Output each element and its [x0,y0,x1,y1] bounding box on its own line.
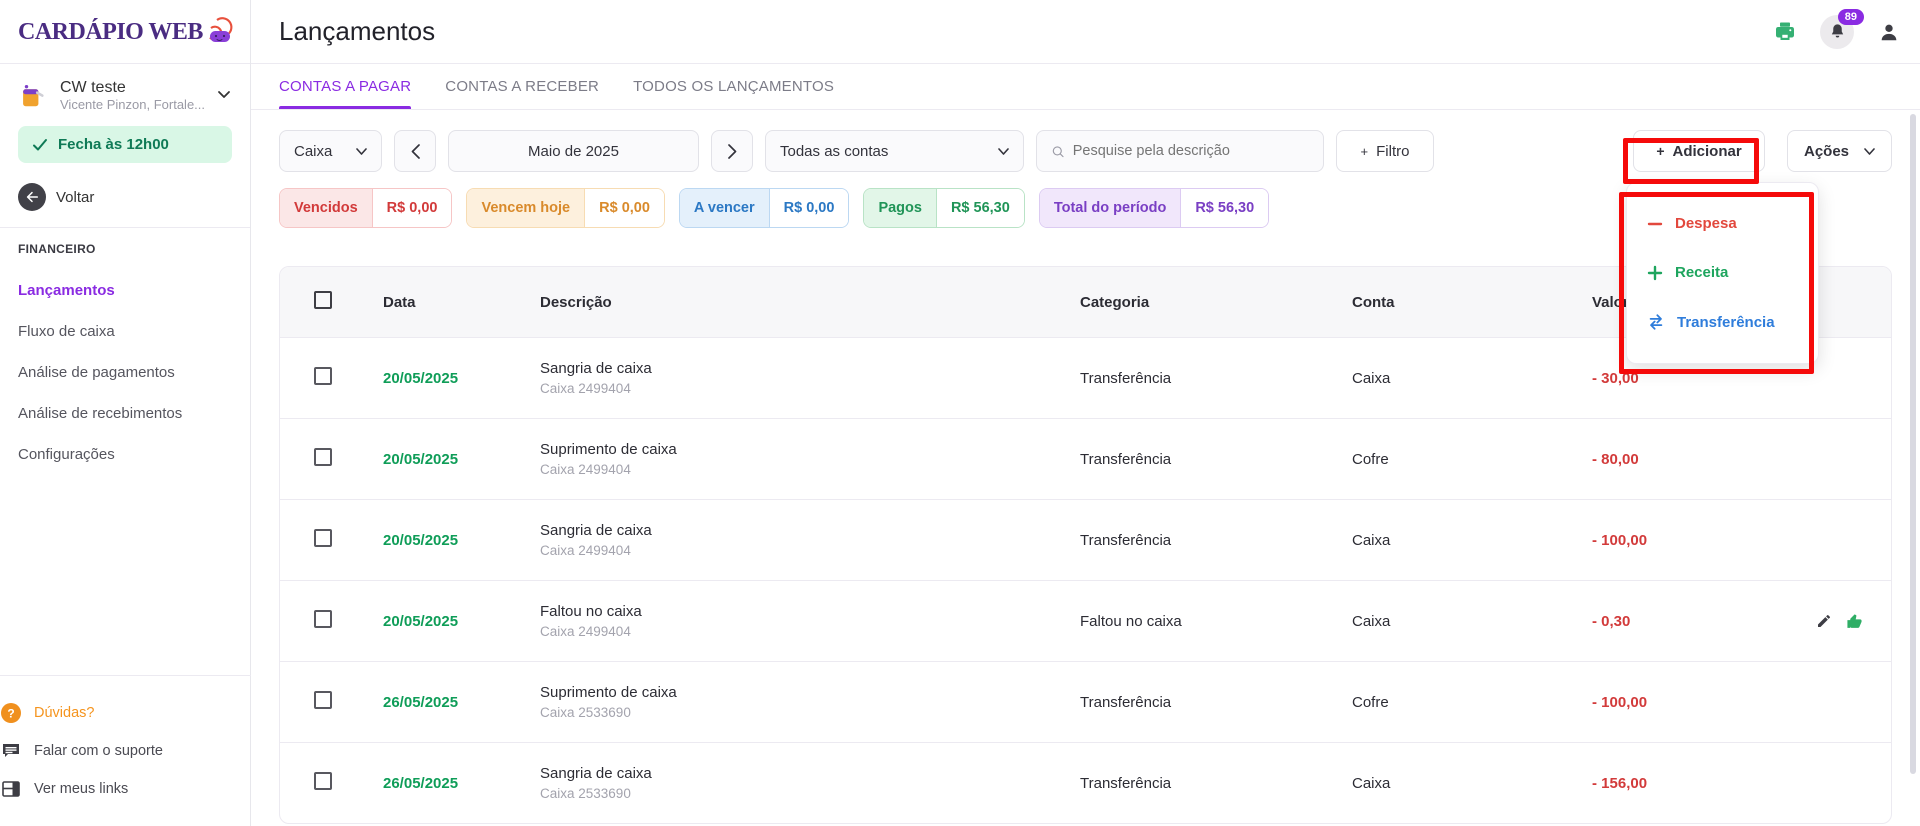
svg-text:CARDÁPIO WEB: CARDÁPIO WEB [18,19,203,45]
svg-text:?: ? [7,707,14,721]
